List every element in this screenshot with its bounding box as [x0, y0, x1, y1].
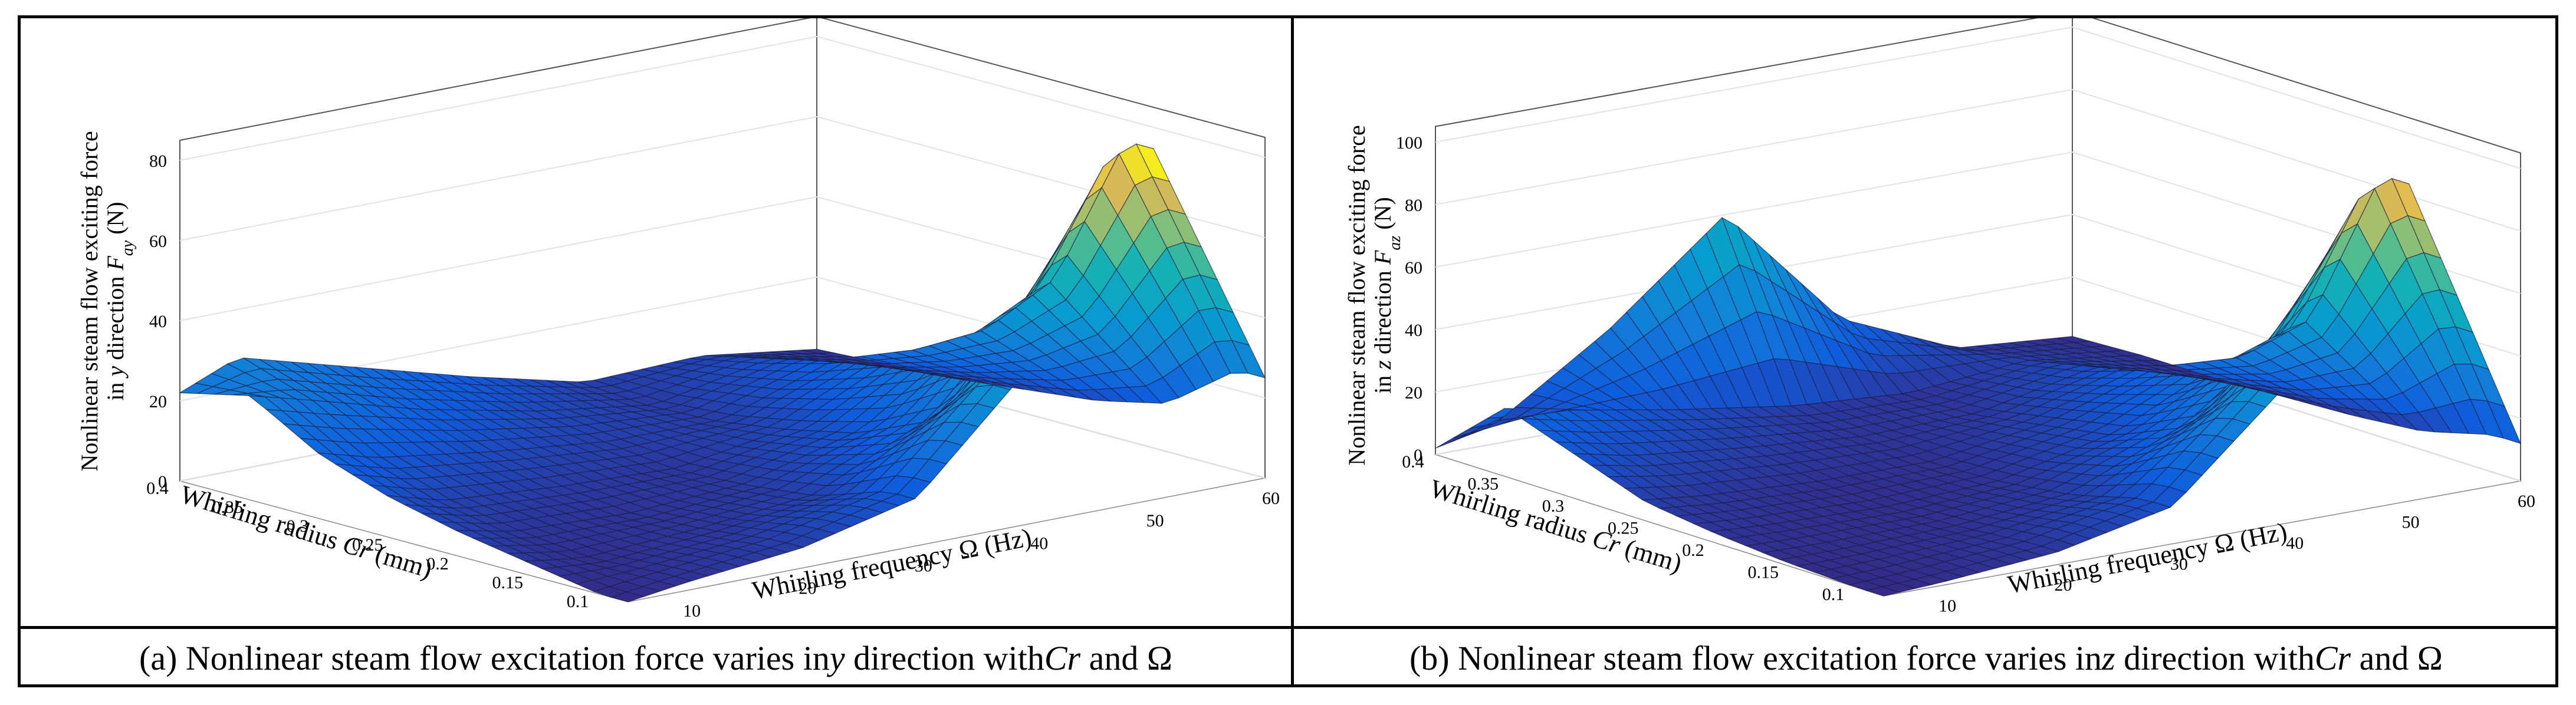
z-tick-label: 80	[1405, 196, 1422, 215]
cr-tick-label: 0.15	[1748, 563, 1779, 582]
caption-b-dir: z	[2102, 639, 2115, 677]
z-axis-label-part: z	[1369, 360, 1396, 370]
caption-b-cr: Cr	[2314, 639, 2351, 677]
z-axis-label-line1: Nonlinear steam flow exciting force	[1343, 125, 1370, 466]
freq-tick-label: 20	[799, 579, 817, 598]
z-axis-label-part: y	[102, 366, 129, 379]
cr-tick-label: 0.1	[1822, 585, 1845, 604]
z-gridline	[1435, 88, 2521, 232]
z-tick-label: 80	[149, 151, 167, 171]
surface-cell	[2056, 336, 2090, 343]
x-axis-label-pre: Whirling radius	[1427, 474, 1598, 551]
z-axis-label-part: direction	[1369, 265, 1396, 360]
z-tick-label: 100	[1396, 133, 1422, 153]
freq-tick-label: 10	[683, 601, 701, 621]
cr-tick-label: 0.2	[426, 554, 449, 574]
surface-cell	[800, 348, 834, 354]
cr-tick-label: 0.35	[212, 498, 244, 517]
z-tick-label: 0	[158, 472, 167, 492]
z-tick-label: 60	[1405, 258, 1422, 278]
cr-tick-label: 0.2	[1682, 541, 1704, 560]
freq-tick-label: 40	[2286, 533, 2304, 553]
z-tick-label: 20	[149, 392, 167, 411]
surface-mesh-a	[179, 143, 1266, 602]
z-axis-label-part: az	[1386, 236, 1404, 251]
z-axis-label-part: (N)	[1369, 197, 1396, 236]
freq-tick-label: 50	[2402, 512, 2420, 532]
cr-tick-label: 0.15	[492, 573, 524, 592]
surface-plot-a: 0 20 40 60 80 0.4 0.35 0.3 0.25 0.2 0.15 0.1 10 20 30 4…	[76, 18, 1280, 621]
cr-tick-label: 0.25	[1608, 519, 1639, 538]
freq-tick-label: 10	[1938, 596, 1956, 615]
freq-tick-label: 30	[915, 556, 932, 576]
cr-tick-label: 0.1	[567, 592, 589, 611]
freq-tick-label: 40	[1030, 533, 1048, 553]
cr-tick-label: 0.4	[1402, 452, 1424, 472]
cr-tick-label: 0.3	[1542, 496, 1565, 516]
z-axis-label-line2: in z direction Faz (N)	[1369, 197, 1404, 394]
freq-tick-label: 20	[2055, 575, 2072, 595]
x-axis-label-unit: (mm)	[366, 538, 435, 584]
z-axis-label-part: direction	[102, 271, 129, 366]
z-gridline	[1435, 26, 2521, 169]
caption-a: (a) Nonlinear steam flow excitation forc…	[21, 629, 1291, 687]
z-tick-label: 40	[149, 312, 167, 331]
z-axis-label-line2: in y direction Fay (N)	[102, 202, 137, 400]
caption-a-and: and Ω	[1089, 639, 1172, 677]
caption-a-dir: y	[829, 639, 845, 677]
z-tick-label: 40	[1405, 321, 1422, 340]
caption-b-mid: direction with	[2124, 639, 2315, 677]
z-tick-label: 0	[1414, 446, 1422, 465]
caption-divider	[21, 626, 2555, 629]
figure-frame: 0 20 40 60 80 0.4 0.35 0.3 0.25 0.2 0.15 0.1 10 20 30 4…	[18, 15, 2558, 687]
caption-a-cr: Cr	[1044, 639, 1081, 677]
x-axis-label-unit: (mm)	[1615, 532, 1685, 578]
x-axis-label-pre: Whirling radius	[177, 480, 348, 557]
z-axis-label-part: in	[1369, 370, 1396, 394]
cr-tick-label: 0.35	[1468, 475, 1499, 494]
cr-tick-label: 0.25	[352, 535, 383, 555]
z-axis-label-part: F	[1369, 250, 1396, 265]
caption-b-and: and Ω	[2359, 639, 2443, 677]
cr-tick-label: 0.3	[287, 516, 309, 536]
caption-b-pre: (b) Nonlinear steam flow excitation forc…	[1409, 639, 2102, 677]
freq-tick-label: 60	[1262, 489, 1280, 508]
z-axis-label-part: (N)	[102, 202, 129, 241]
panel-divider	[1291, 18, 1294, 684]
surface-plot-b: 0 20 40 60 80 100 0.4 0.35 0.3 0.25 0.2 0.15 0.1 10 20…	[1343, 18, 2535, 615]
z-axis-label-part: ay	[119, 240, 137, 256]
freq-tick-label: 30	[2170, 554, 2188, 574]
z-tick-label: 20	[1405, 383, 1422, 403]
caption-a-pre: (a) Nonlinear steam flow excitation forc…	[139, 639, 830, 677]
surface-mesh-b	[1435, 178, 2521, 597]
z-tick-label: 60	[149, 232, 167, 251]
freq-tick-label: 60	[2518, 492, 2535, 511]
caption-a-mid: direction with	[853, 639, 1044, 677]
freq-tick-label: 50	[1146, 511, 1164, 531]
z-axis-label-line1: Nonlinear steam flow exciting force	[76, 131, 103, 472]
caption-b: (b) Nonlinear steam flow excitation forc…	[1294, 629, 2558, 687]
z-axis-label-part: in	[102, 377, 129, 401]
z-gridline	[179, 35, 1266, 161]
z-axis-label-part: F	[102, 256, 129, 271]
cr-tick-label: 0.4	[146, 479, 169, 498]
